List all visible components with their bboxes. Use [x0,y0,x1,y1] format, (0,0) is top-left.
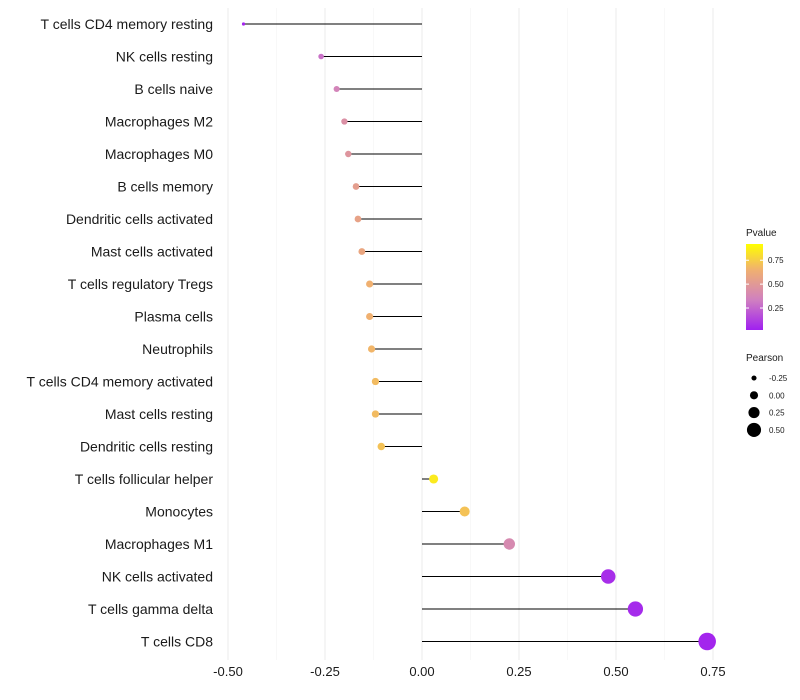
category-labels: T cells CD4 memory resting NK cells resti… [27,16,214,650]
lollipop-stems [243,23,708,642]
size-legend-dot [749,391,759,400]
category-label: Plasma cells [134,309,213,325]
category-label: T cells follicular helper [75,471,214,487]
category-label: T cells CD4 memory resting [41,16,213,32]
data-point [358,248,366,255]
data-point [367,345,376,353]
lollipop-points [241,22,716,651]
pearson-legend-items: -0.25 0.00 0.25 0.50 [746,374,788,437]
data-point [503,538,516,550]
pearson-legend-title: Pearson [746,353,783,364]
category-label: NK cells activated [102,569,213,585]
size-legend-label: 0.50 [769,426,785,435]
data-point [333,85,340,93]
category-label: Macrophages M0 [105,146,213,162]
data-point [318,53,324,60]
category-label: B cells naive [134,81,213,97]
data-point [698,632,716,651]
data-point [366,280,374,288]
category-label: T cells CD8 [141,634,213,650]
category-label: T cells gamma delta [88,601,213,617]
pvalue-legend-ticks: 0.75 0.50 0.25 [746,256,784,313]
category-label: Dendritic cells resting [80,439,213,455]
pvalue-legend-title: Pvalue [746,228,777,239]
grid-lines [227,8,714,660]
category-label: T cells CD4 memory activated [27,374,213,390]
size-legend-dot [748,407,760,419]
size-legend-dot [751,375,757,381]
data-point [345,150,352,158]
data-point [354,215,362,223]
x-tick-label: 0.25 [506,664,531,679]
colorbar-tick-label: 0.25 [768,304,784,313]
category-label: NK cells resting [116,49,213,65]
x-tick-label: 0.75 [700,664,725,679]
x-tick-label: -0.25 [310,664,340,679]
category-label: Macrophages M1 [105,536,213,552]
size-legend-label: -0.25 [769,374,788,383]
pvalue-colorbar [746,244,763,330]
pearson-legend: Pearson -0.25 0.00 0.25 0.50 [746,353,788,437]
x-tick-label: -0.50 [213,664,243,679]
data-point [366,312,374,321]
category-label: Mast cells activated [91,244,213,260]
pvalue-legend: Pvalue 0.75 0.50 0.25 [746,228,784,330]
category-label: Neutrophils [142,341,213,357]
data-point [627,601,644,617]
colorbar-tick-label: 0.75 [768,256,784,265]
x-tick-label: 0.00 [409,664,434,679]
category-label: Macrophages M2 [105,114,213,130]
data-point [371,410,380,418]
colorbar-tick-label: 0.50 [768,280,784,289]
data-point [241,22,246,26]
category-label: Mast cells resting [105,406,213,422]
size-legend-dot [746,422,762,437]
data-point [601,569,616,584]
data-point [341,118,348,125]
data-point [371,377,380,386]
size-legend-label: 0.25 [769,409,785,418]
data-point [377,442,385,451]
size-legend-label: 0.00 [769,391,785,400]
category-label: B cells memory [117,179,213,195]
x-axis-ticks: -0.50 -0.25 0.00 0.25 0.50 0.75 [213,664,725,679]
data-point [429,474,439,484]
category-label: Monocytes [145,504,213,520]
x-tick-label: 0.50 [603,664,628,679]
category-label: T cells regulatory Tregs [68,276,213,292]
data-point [352,183,360,190]
category-label: Dendritic cells activated [66,211,213,227]
data-point [459,506,470,517]
